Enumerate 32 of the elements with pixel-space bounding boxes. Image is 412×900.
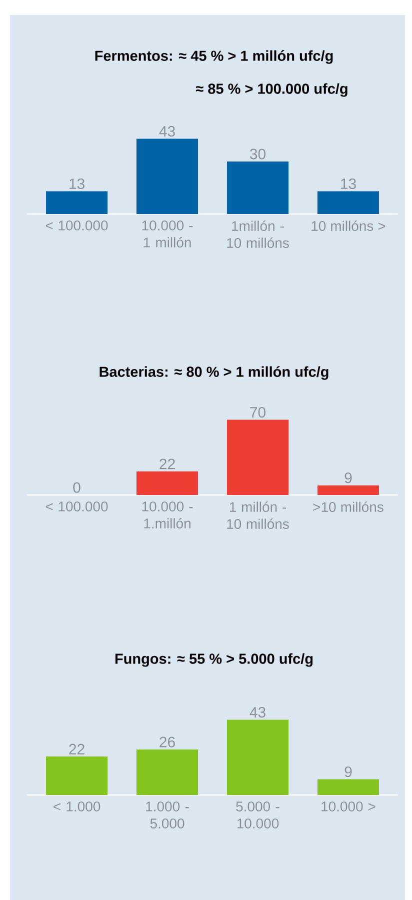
data-label: 9: [344, 472, 352, 484]
chart-title: Fermentos: ≈ 45 % > 1 millón ufc/g: [95, 50, 333, 64]
x-tick-label: 5.000 - 10.000: [236, 802, 280, 828]
chart-title: Bacterias: ≈ 80 % > 1 millón ufc/g: [100, 366, 328, 380]
x-tick-label: < 100.000: [46, 220, 108, 230]
bar: [226, 720, 289, 796]
data-label: 13: [341, 178, 356, 190]
x-tick-label: 10.000 - 1.millón: [142, 502, 193, 528]
x-tick-label: 10 millóns >: [312, 220, 386, 231]
x-tick-label: 10.000 >: [322, 802, 376, 812]
x-tick-label: < 1.000: [54, 802, 100, 812]
bar: [317, 779, 379, 796]
chart-subtitle: ≈ 85 % > 100.000 ufc/g: [196, 83, 348, 97]
data-label: 9: [344, 766, 352, 778]
x-tick-label: 1.000 - 5.000: [146, 802, 189, 828]
data-label: 43: [159, 126, 175, 137]
data-label: 13: [70, 178, 84, 190]
x-tick-label: >10 millóns: [313, 502, 384, 512]
x-tick-label: 10.000 - 1 millón: [142, 220, 193, 248]
x-tick-label: 1 millón - 10 millóns: [227, 502, 289, 529]
data-label: 22: [160, 458, 175, 470]
data-label: 70: [250, 406, 266, 418]
x-tick-label: 1millón - 10 millóns: [227, 220, 289, 248]
bar: [46, 756, 108, 796]
chart-title: Fungos: ≈ 55 % > 5.000 ufc/g: [115, 653, 313, 667]
data-label: 43: [250, 706, 266, 718]
bar: [136, 750, 198, 796]
data-label: 22: [69, 744, 84, 754]
data-label: 30: [250, 148, 266, 160]
data-label: 26: [160, 736, 175, 748]
x-tick-label: < 100.000: [46, 502, 108, 512]
data-label: 0: [73, 482, 80, 493]
